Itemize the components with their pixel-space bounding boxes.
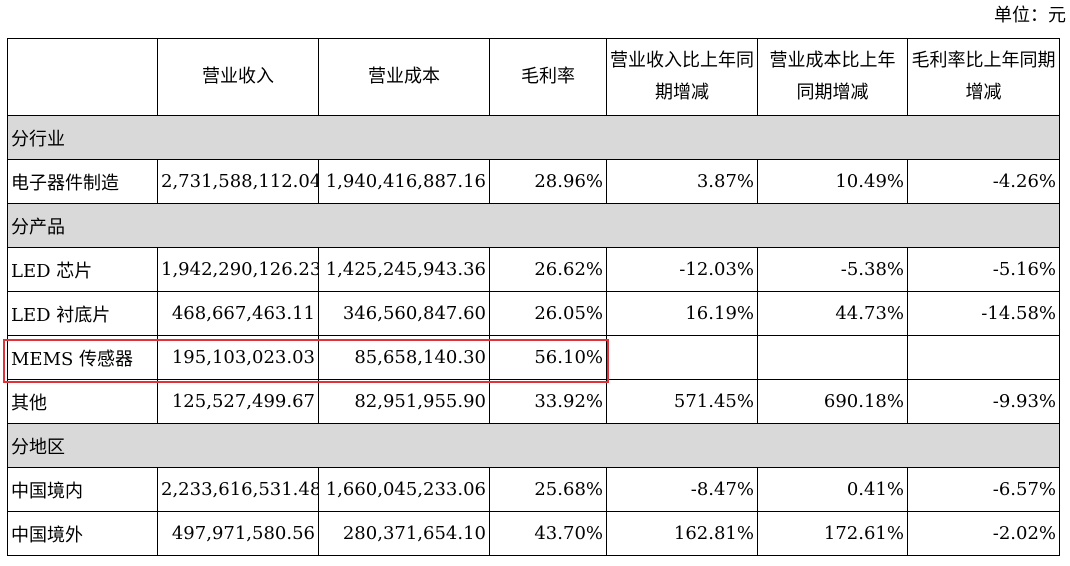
cell-rev-change: 162.81% <box>606 511 758 556</box>
table-row: MEMS 传感器 195,103,023.03 85,658,140.30 56.10… <box>7 335 1060 380</box>
cell-margin-change <box>907 335 1060 380</box>
cell-cost-change: 172.61% <box>757 511 908 556</box>
table-row: 中国境外 497,971,580.56 280,371,654.10 43.70% 16… <box>7 511 1060 556</box>
cell-cost-change: -5.38% <box>757 247 908 292</box>
cell-rev-change: 571.45% <box>606 379 758 424</box>
header-revenue-change: 营业收入比上年同期增减 <box>606 38 758 116</box>
section-title: 分行业 <box>7 115 1060 160</box>
cell-margin-change: -9.93% <box>907 379 1060 424</box>
header-row: 营业收入 营业成本 毛利率 营业收入比上年同期增减 营业成本比上年同期增减 毛利… <box>7 38 1060 116</box>
cell-cost-change: 690.18% <box>757 379 908 424</box>
cell-margin-change: -2.02% <box>907 511 1060 556</box>
cell-margin: 56.10% <box>489 335 607 380</box>
table-row: 电子器件制造 2,731,588,112.04 1,940,416,887.16 28… <box>7 159 1060 204</box>
cell-margin-change: -5.16% <box>907 247 1060 292</box>
cell-cost: 82,951,955.90 <box>318 379 490 424</box>
cell-rev-change: 16.19% <box>606 291 758 336</box>
header-cost-change: 营业成本比上年同期增减 <box>757 38 908 116</box>
section-title: 分地区 <box>7 423 1060 468</box>
cell-cost: 1,660,045,233.06 <box>318 467 490 512</box>
cell-cost-change <box>757 335 908 380</box>
row-label: 电子器件制造 <box>7 159 158 204</box>
section-title: 分产品 <box>7 203 1060 248</box>
cell-margin-change: -14.58% <box>907 291 1060 336</box>
cell-cost-change: 0.41% <box>757 467 908 512</box>
cell-rev-change: -12.03% <box>606 247 758 292</box>
table-row: LED 芯片 1,942,290,126.23 1,425,245,943.36 26… <box>7 247 1060 292</box>
cell-cost: 85,658,140.30 <box>318 335 490 380</box>
table-row: 中国境内 2,233,616,531.48 1,660,045,233.06 25.6… <box>7 467 1060 512</box>
header-cost: 营业成本 <box>318 38 490 116</box>
cell-margin: 25.68% <box>489 467 607 512</box>
row-label: 中国境外 <box>7 511 158 556</box>
row-label: LED 芯片 <box>7 247 158 292</box>
cell-revenue: 1,942,290,126.23 <box>157 247 319 292</box>
section-row: 分地区 <box>7 423 1060 468</box>
header-margin-change: 毛利率比上年同期增减 <box>907 38 1060 116</box>
section-row: 分行业 <box>7 115 1060 160</box>
table-row: 其他 125,527,499.67 82,951,955.90 33.92% 571.4… <box>7 379 1060 424</box>
cell-revenue: 195,103,023.03 <box>157 335 319 380</box>
cell-cost-change: 10.49% <box>757 159 908 204</box>
cell-revenue: 2,233,616,531.48 <box>157 467 319 512</box>
header-revenue: 营业收入 <box>157 38 319 116</box>
cell-revenue: 125,527,499.67 <box>157 379 319 424</box>
cell-margin: 26.05% <box>489 291 607 336</box>
cell-margin-change: -6.57% <box>907 467 1060 512</box>
row-label: MEMS 传感器 <box>7 335 158 380</box>
cell-cost: 280,371,654.10 <box>318 511 490 556</box>
financial-table: 营业收入 营业成本 毛利率 营业收入比上年同期增减 营业成本比上年同期增减 毛利… <box>7 38 1060 556</box>
cell-margin: 43.70% <box>489 511 607 556</box>
cell-margin-change: -4.26% <box>907 159 1060 204</box>
cell-revenue: 497,971,580.56 <box>157 511 319 556</box>
row-label: LED 衬底片 <box>7 291 158 336</box>
row-label: 中国境内 <box>7 467 158 512</box>
cell-rev-change: -8.47% <box>606 467 758 512</box>
cell-cost-change: 44.73% <box>757 291 908 336</box>
cell-rev-change: 3.87% <box>606 159 758 204</box>
cell-revenue: 468,667,463.11 <box>157 291 319 336</box>
cell-cost: 1,940,416,887.16 <box>318 159 490 204</box>
cell-margin: 33.92% <box>489 379 607 424</box>
cell-cost: 1,425,245,943.36 <box>318 247 490 292</box>
header-cell-blank <box>7 38 158 116</box>
row-label: 其他 <box>7 379 158 424</box>
cell-margin: 28.96% <box>489 159 607 204</box>
cell-margin: 26.62% <box>489 247 607 292</box>
unit-label: 单位：元 <box>994 5 1066 26</box>
cell-rev-change <box>606 335 758 380</box>
section-row: 分产品 <box>7 203 1060 248</box>
cell-revenue: 2,731,588,112.04 <box>157 159 319 204</box>
table-row: LED 衬底片 468,667,463.11 346,560,847.60 26.05… <box>7 291 1060 336</box>
header-margin: 毛利率 <box>489 38 607 116</box>
cell-cost: 346,560,847.60 <box>318 291 490 336</box>
